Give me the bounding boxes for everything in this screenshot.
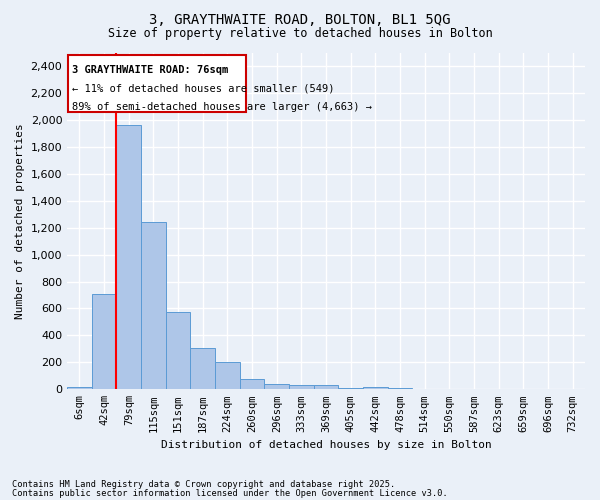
Text: Size of property relative to detached houses in Bolton: Size of property relative to detached ho… <box>107 28 493 40</box>
Text: 89% of semi-detached houses are larger (4,663) →: 89% of semi-detached houses are larger (… <box>72 102 372 113</box>
Text: Contains public sector information licensed under the Open Government Licence v3: Contains public sector information licen… <box>12 488 448 498</box>
Text: 3, GRAYTHWAITE ROAD, BOLTON, BL1 5QG: 3, GRAYTHWAITE ROAD, BOLTON, BL1 5QG <box>149 12 451 26</box>
Bar <box>116 125 141 390</box>
Bar <box>338 388 363 390</box>
Bar <box>388 388 412 390</box>
Bar <box>215 362 240 390</box>
Text: 3 GRAYTHWAITE ROAD: 76sqm: 3 GRAYTHWAITE ROAD: 76sqm <box>72 64 229 74</box>
Bar <box>166 312 190 390</box>
Y-axis label: Number of detached properties: Number of detached properties <box>15 123 25 319</box>
Bar <box>314 385 338 390</box>
Bar <box>289 384 314 390</box>
Bar <box>92 294 116 390</box>
Bar <box>190 348 215 390</box>
Text: Contains HM Land Registry data © Crown copyright and database right 2025.: Contains HM Land Registry data © Crown c… <box>12 480 395 489</box>
Text: ← 11% of detached houses are smaller (549): ← 11% of detached houses are smaller (54… <box>72 84 335 94</box>
FancyBboxPatch shape <box>68 55 246 112</box>
X-axis label: Distribution of detached houses by size in Bolton: Distribution of detached houses by size … <box>161 440 491 450</box>
Bar <box>141 222 166 390</box>
Bar <box>67 388 92 390</box>
Bar <box>363 387 388 390</box>
Bar <box>240 378 265 390</box>
Bar <box>265 384 289 390</box>
